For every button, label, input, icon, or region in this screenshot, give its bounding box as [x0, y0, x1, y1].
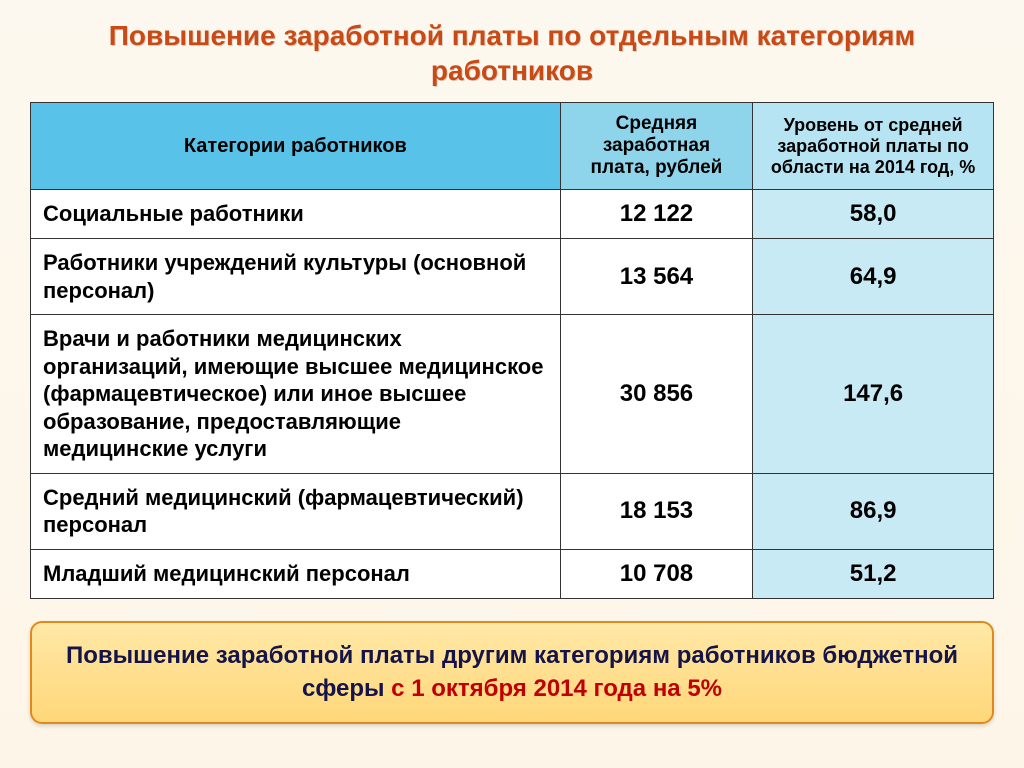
table-row: Работники учреждений культуры (основной …	[31, 239, 994, 315]
cell-category: Работники учреждений культуры (основной …	[31, 239, 561, 315]
header-level: Уровень от средней заработной платы по о…	[753, 103, 994, 190]
salary-table: Категории работников Средняя заработная …	[30, 102, 994, 599]
table-body: Социальные работники12 12258,0Работники …	[31, 190, 994, 599]
header-category: Категории работников	[31, 103, 561, 190]
cell-category: Средний медицинский (фармацевтический) п…	[31, 473, 561, 549]
table-header-row: Категории работников Средняя заработная …	[31, 103, 994, 190]
table-row: Социальные работники12 12258,0	[31, 190, 994, 239]
cell-salary: 30 856	[560, 315, 753, 474]
callout-box: Повышение заработной платы другим катего…	[30, 621, 994, 724]
cell-level: 64,9	[753, 239, 994, 315]
cell-salary: 18 153	[560, 473, 753, 549]
cell-level: 51,2	[753, 549, 994, 598]
callout-date: с 1 октября 2014 года	[391, 675, 653, 702]
table-row: Средний медицинский (фармацевтический) п…	[31, 473, 994, 549]
header-salary: Средняя заработная плата, рублей	[560, 103, 753, 190]
cell-level: 58,0	[753, 190, 994, 239]
cell-salary: 10 708	[560, 549, 753, 598]
cell-category: Социальные работники	[31, 190, 561, 239]
cell-category: Врачи и работники медицинских организаци…	[31, 315, 561, 474]
cell-level: 147,6	[753, 315, 994, 474]
table-row: Врачи и работники медицинских организаци…	[31, 315, 994, 474]
page-title: Повышение заработной платы по отдельным …	[30, 18, 994, 88]
cell-category: Младший медицинский персонал	[31, 549, 561, 598]
callout-rate: на 5%	[653, 675, 722, 702]
cell-salary: 12 122	[560, 190, 753, 239]
cell-salary: 13 564	[560, 239, 753, 315]
table-row: Младший медицинский персонал10 70851,2	[31, 549, 994, 598]
cell-level: 86,9	[753, 473, 994, 549]
